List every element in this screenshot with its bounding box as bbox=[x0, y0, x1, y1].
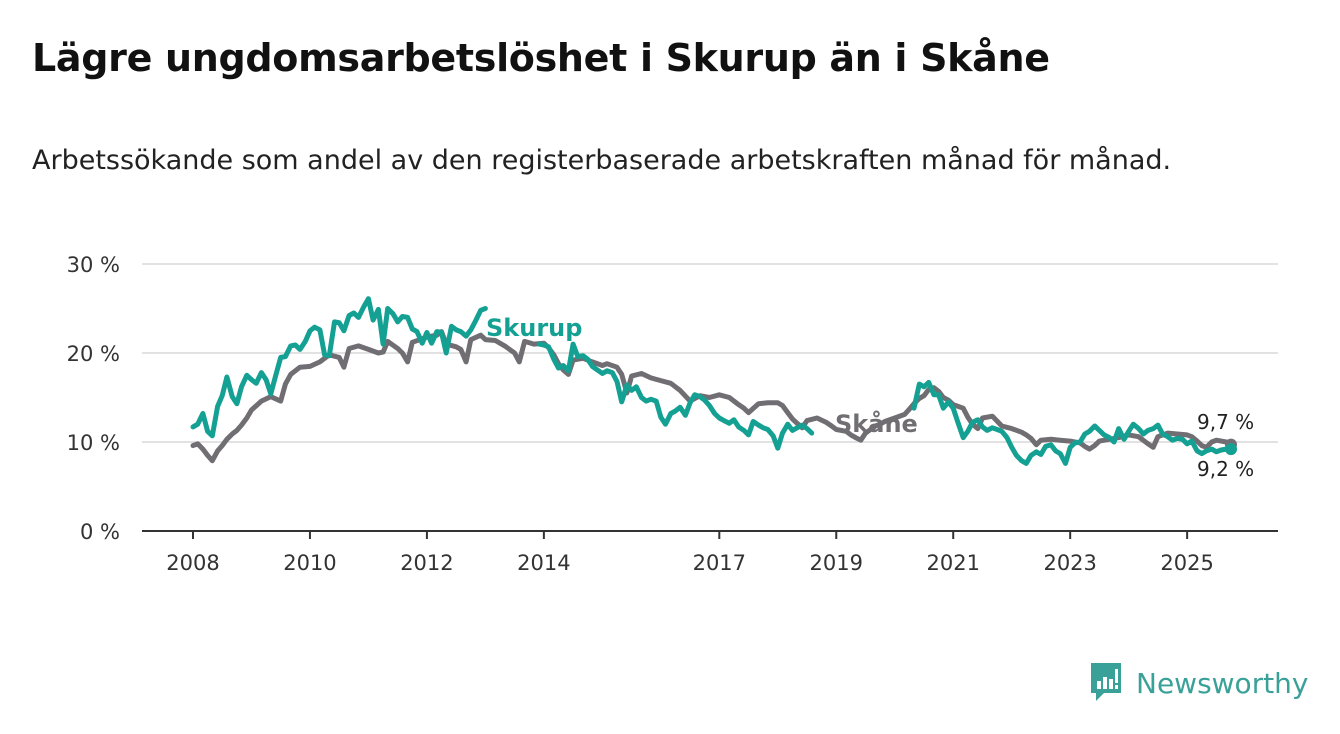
x-tick-label: 2012 bbox=[400, 551, 453, 575]
x-tick-label: 2008 bbox=[166, 551, 219, 575]
x-tick-label: 2019 bbox=[810, 551, 863, 575]
series-label-skurup: Skurup bbox=[486, 314, 582, 342]
brand-name: Newsworthy bbox=[1136, 666, 1309, 700]
series-label-skane: Skåne bbox=[835, 409, 918, 438]
y-tick-label: 20 % bbox=[67, 342, 120, 366]
annotations: Skurup Skåne 9,7 % 9,2 % bbox=[486, 314, 1254, 481]
brand-logo: Newsworthy bbox=[1088, 660, 1309, 706]
x-tick-label: 2023 bbox=[1043, 551, 1096, 575]
x-tick-label: 2014 bbox=[517, 551, 570, 575]
series-line-skurup-1 bbox=[190, 296, 488, 439]
series-line-skurup-2 bbox=[536, 341, 815, 451]
y-tick-label: 0 % bbox=[80, 520, 120, 544]
gridlines bbox=[142, 263, 1278, 443]
series-line-skane bbox=[190, 329, 1234, 464]
x-axis: 2008 2010 2012 2014 2017 2019 2021 2023 2025 bbox=[142, 530, 1278, 575]
end-label-skurup: 9,2 % bbox=[1197, 457, 1254, 481]
newsworthy-chart-bubble-icon bbox=[1088, 660, 1124, 706]
series-lines bbox=[190, 296, 1237, 466]
series-line-skurup-3 bbox=[911, 379, 1234, 466]
y-tick-label: 30 % bbox=[67, 253, 120, 277]
end-label-skane: 9,7 % bbox=[1197, 410, 1254, 434]
line-chart: 0 % 10 % 20 % 30 % 2008 2010 2012 2014 2017 2019… bbox=[67, 253, 1278, 575]
x-tick-label: 2021 bbox=[926, 551, 979, 575]
x-tick-label: 2017 bbox=[693, 551, 746, 575]
chart-subtitle: Arbetssökande som andel av den registerb… bbox=[32, 145, 1172, 176]
end-marker-skurup bbox=[1225, 443, 1237, 456]
x-tick-label: 2025 bbox=[1160, 551, 1213, 575]
chart-title: Lägre ungdomsarbetslöshet i Skurup än i … bbox=[32, 36, 1050, 80]
y-tick-label: 10 % bbox=[67, 431, 120, 455]
x-tick-label: 2010 bbox=[283, 551, 336, 575]
y-axis: 0 % 10 % 20 % 30 % bbox=[67, 253, 120, 544]
